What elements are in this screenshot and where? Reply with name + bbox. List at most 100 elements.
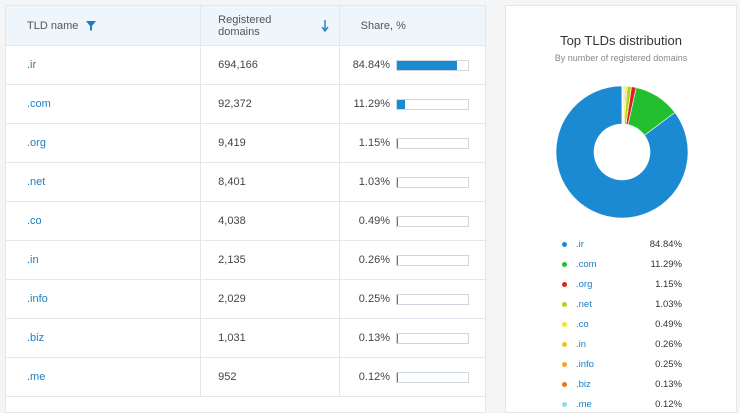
cell-share: 11.29% [340, 85, 485, 123]
table-body: .ir 694,166 84.84% .com 92,372 11.29% .o… [6, 46, 485, 397]
cell-share: 0.25% [340, 280, 485, 318]
legend-value: 11.29% [650, 258, 682, 270]
share-bar-fill [397, 294, 399, 304]
legend-label: .net [576, 298, 592, 310]
legend-value: 0.26% [655, 338, 682, 350]
legend-dot-icon [562, 361, 567, 367]
cell-share: 1.15% [340, 124, 485, 162]
cell-tld: .info [6, 280, 202, 318]
legend-label: .com [576, 258, 597, 270]
tld-link[interactable]: .me [27, 371, 46, 383]
tld-link[interactable]: .ir [27, 59, 37, 71]
share-percent: 0.25% [358, 293, 390, 305]
cell-tld: .org [6, 124, 202, 162]
cell-tld: .com [6, 85, 202, 123]
cell-registered: 952 [201, 358, 340, 396]
legend-item[interactable]: .co 0.49% [562, 314, 682, 334]
share-bar-fill [397, 60, 458, 70]
cell-registered: 9,419 [201, 124, 340, 162]
legend-dot-icon [562, 281, 567, 287]
cell-tld: .net [6, 163, 202, 201]
legend-label: .me [576, 398, 592, 410]
tld-link[interactable]: .in [27, 254, 39, 266]
legend-dot-icon [562, 301, 567, 307]
table-row: .biz 1,031 0.13% [6, 319, 485, 358]
legend-dot-icon [562, 241, 567, 247]
legend-value: 0.49% [655, 318, 682, 330]
legend-dot-icon [562, 341, 567, 347]
table-row: .in 2,135 0.26% [6, 241, 485, 280]
cell-tld: .ir [6, 46, 202, 84]
cell-registered: 1,031 [201, 319, 340, 357]
legend-value: 1.03% [655, 298, 682, 310]
tld-link[interactable]: .org [27, 137, 46, 149]
table-row: .org 9,419 1.15% [6, 124, 485, 163]
legend-label: .ir [576, 238, 584, 250]
legend-item[interactable]: .net 1.03% [562, 294, 682, 314]
legend-label: .in [576, 338, 587, 350]
cell-share: 84.84% [340, 46, 485, 84]
cell-registered: 694,166 [201, 46, 340, 84]
header-registered-domains[interactable]: Registered domains [201, 6, 340, 45]
legend-item[interactable]: .biz 0.13% [562, 374, 682, 394]
share-bar [396, 98, 469, 110]
share-bar [396, 332, 469, 344]
share-bar-fill [397, 99, 406, 109]
legend-item[interactable]: .info 0.25% [562, 354, 682, 374]
cell-tld: .me [6, 358, 202, 396]
legend-label: .org [576, 278, 593, 290]
share-percent: 11.29% [353, 98, 391, 110]
legend-value: 0.25% [655, 358, 682, 370]
legend-item[interactable]: .com 11.29% [562, 254, 682, 274]
chart-legend: .ir 84.84% .com 11.29% .org 1.15% .net 1… [562, 234, 682, 413]
header-tld-name[interactable]: TLD name [6, 6, 202, 45]
share-bar [396, 371, 469, 383]
registered-count: 4,038 [218, 215, 246, 227]
share-bar-fill [397, 216, 399, 226]
legend-value: 1.15% [655, 278, 682, 290]
share-percent: 0.13% [358, 332, 390, 344]
donut-slice-ir[interactable] [555, 85, 689, 219]
chart-subtitle: By number of registered domains [554, 53, 688, 63]
header-share[interactable]: Share, % [340, 6, 485, 45]
share-bar [396, 293, 469, 305]
header-tld-label: TLD name [27, 19, 79, 32]
share-bar-fill [397, 177, 399, 187]
table-row: .ir 694,166 84.84% [6, 46, 485, 85]
legend-item[interactable]: .me 0.12% [562, 394, 682, 413]
legend-value: 0.12% [655, 398, 682, 410]
share-bar [396, 137, 469, 149]
legend-item[interactable]: .org 1.15% [562, 274, 682, 294]
legend-item[interactable]: .in 0.26% [562, 334, 682, 354]
registered-count: 2,135 [218, 254, 246, 266]
share-percent: 84.84% [352, 59, 390, 71]
sort-down-arrow-icon[interactable] [321, 19, 329, 32]
legend-dot-icon [562, 261, 567, 267]
share-bar-fill [397, 255, 399, 265]
tld-link[interactable]: .com [27, 98, 51, 110]
table-row: .me 952 0.12% [6, 358, 485, 397]
header-registered-label: Registered domains [218, 13, 272, 38]
cell-registered: 8,401 [201, 163, 340, 201]
registered-count: 1,031 [218, 332, 246, 344]
cell-tld: .in [6, 241, 202, 279]
cell-tld: .biz [6, 319, 202, 357]
legend-label: .info [576, 358, 594, 370]
registered-count: 9,419 [218, 137, 246, 149]
table-row: .com 92,372 11.29% [6, 85, 485, 124]
cell-share: 0.26% [340, 241, 485, 279]
registered-count: 92,372 [218, 98, 252, 110]
tld-link[interactable]: .net [27, 176, 46, 188]
tld-link[interactable]: .info [27, 293, 48, 305]
tld-table: TLD name Registered domains Share, % .ir… [5, 5, 486, 413]
registered-count: 694,166 [218, 59, 258, 71]
legend-value: 0.13% [655, 378, 682, 390]
legend-dot-icon [562, 321, 567, 327]
table-row: .co 4,038 0.49% [6, 202, 485, 241]
legend-item[interactable]: .ir 84.84% [562, 234, 682, 254]
tld-link[interactable]: .co [27, 215, 42, 227]
registered-count: 8,401 [218, 176, 246, 188]
share-bar [396, 254, 469, 266]
filter-icon[interactable] [86, 20, 97, 31]
tld-link[interactable]: .biz [27, 332, 45, 344]
